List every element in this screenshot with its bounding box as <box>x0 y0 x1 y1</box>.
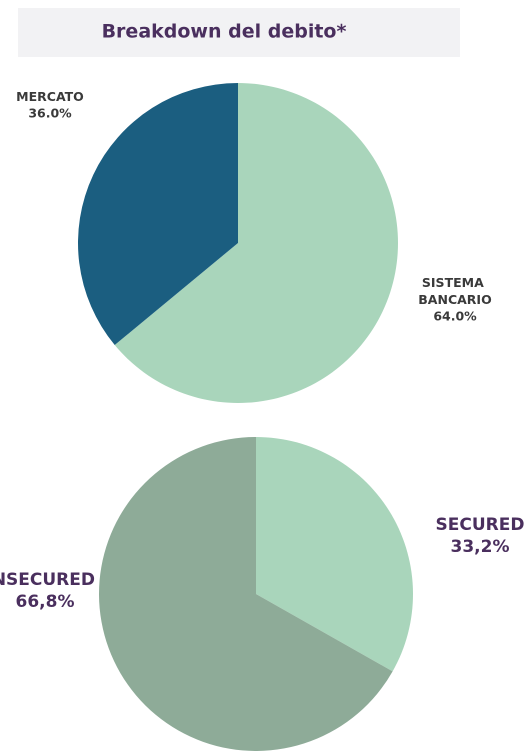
slice-label: UNSECURED <box>0 570 95 590</box>
chart-title: Breakdown del debito* <box>102 21 347 43</box>
slice-label: SISTEMA BANCARIO <box>418 275 491 307</box>
label-line: MERCATO <box>16 89 84 104</box>
label-line: SECURED <box>436 515 525 535</box>
slice-label: SECURED <box>436 515 525 535</box>
pie-slice <box>78 82 239 345</box>
title-box <box>18 8 460 57</box>
label-line: SISTEMA <box>422 275 488 290</box>
value-label: 36.0% <box>28 106 72 121</box>
value-label: 33,2% <box>451 537 510 557</box>
slice-label: MERCATO <box>16 89 84 104</box>
pie-slice <box>99 437 393 751</box>
label-line: BANCARIO <box>418 292 491 307</box>
label-line: UNSECURED <box>0 570 95 590</box>
value-label: 66,8% <box>16 592 75 612</box>
pie-slice <box>256 437 413 672</box>
pie-slice <box>114 83 398 403</box>
value-label: 64.0% <box>433 309 477 324</box>
